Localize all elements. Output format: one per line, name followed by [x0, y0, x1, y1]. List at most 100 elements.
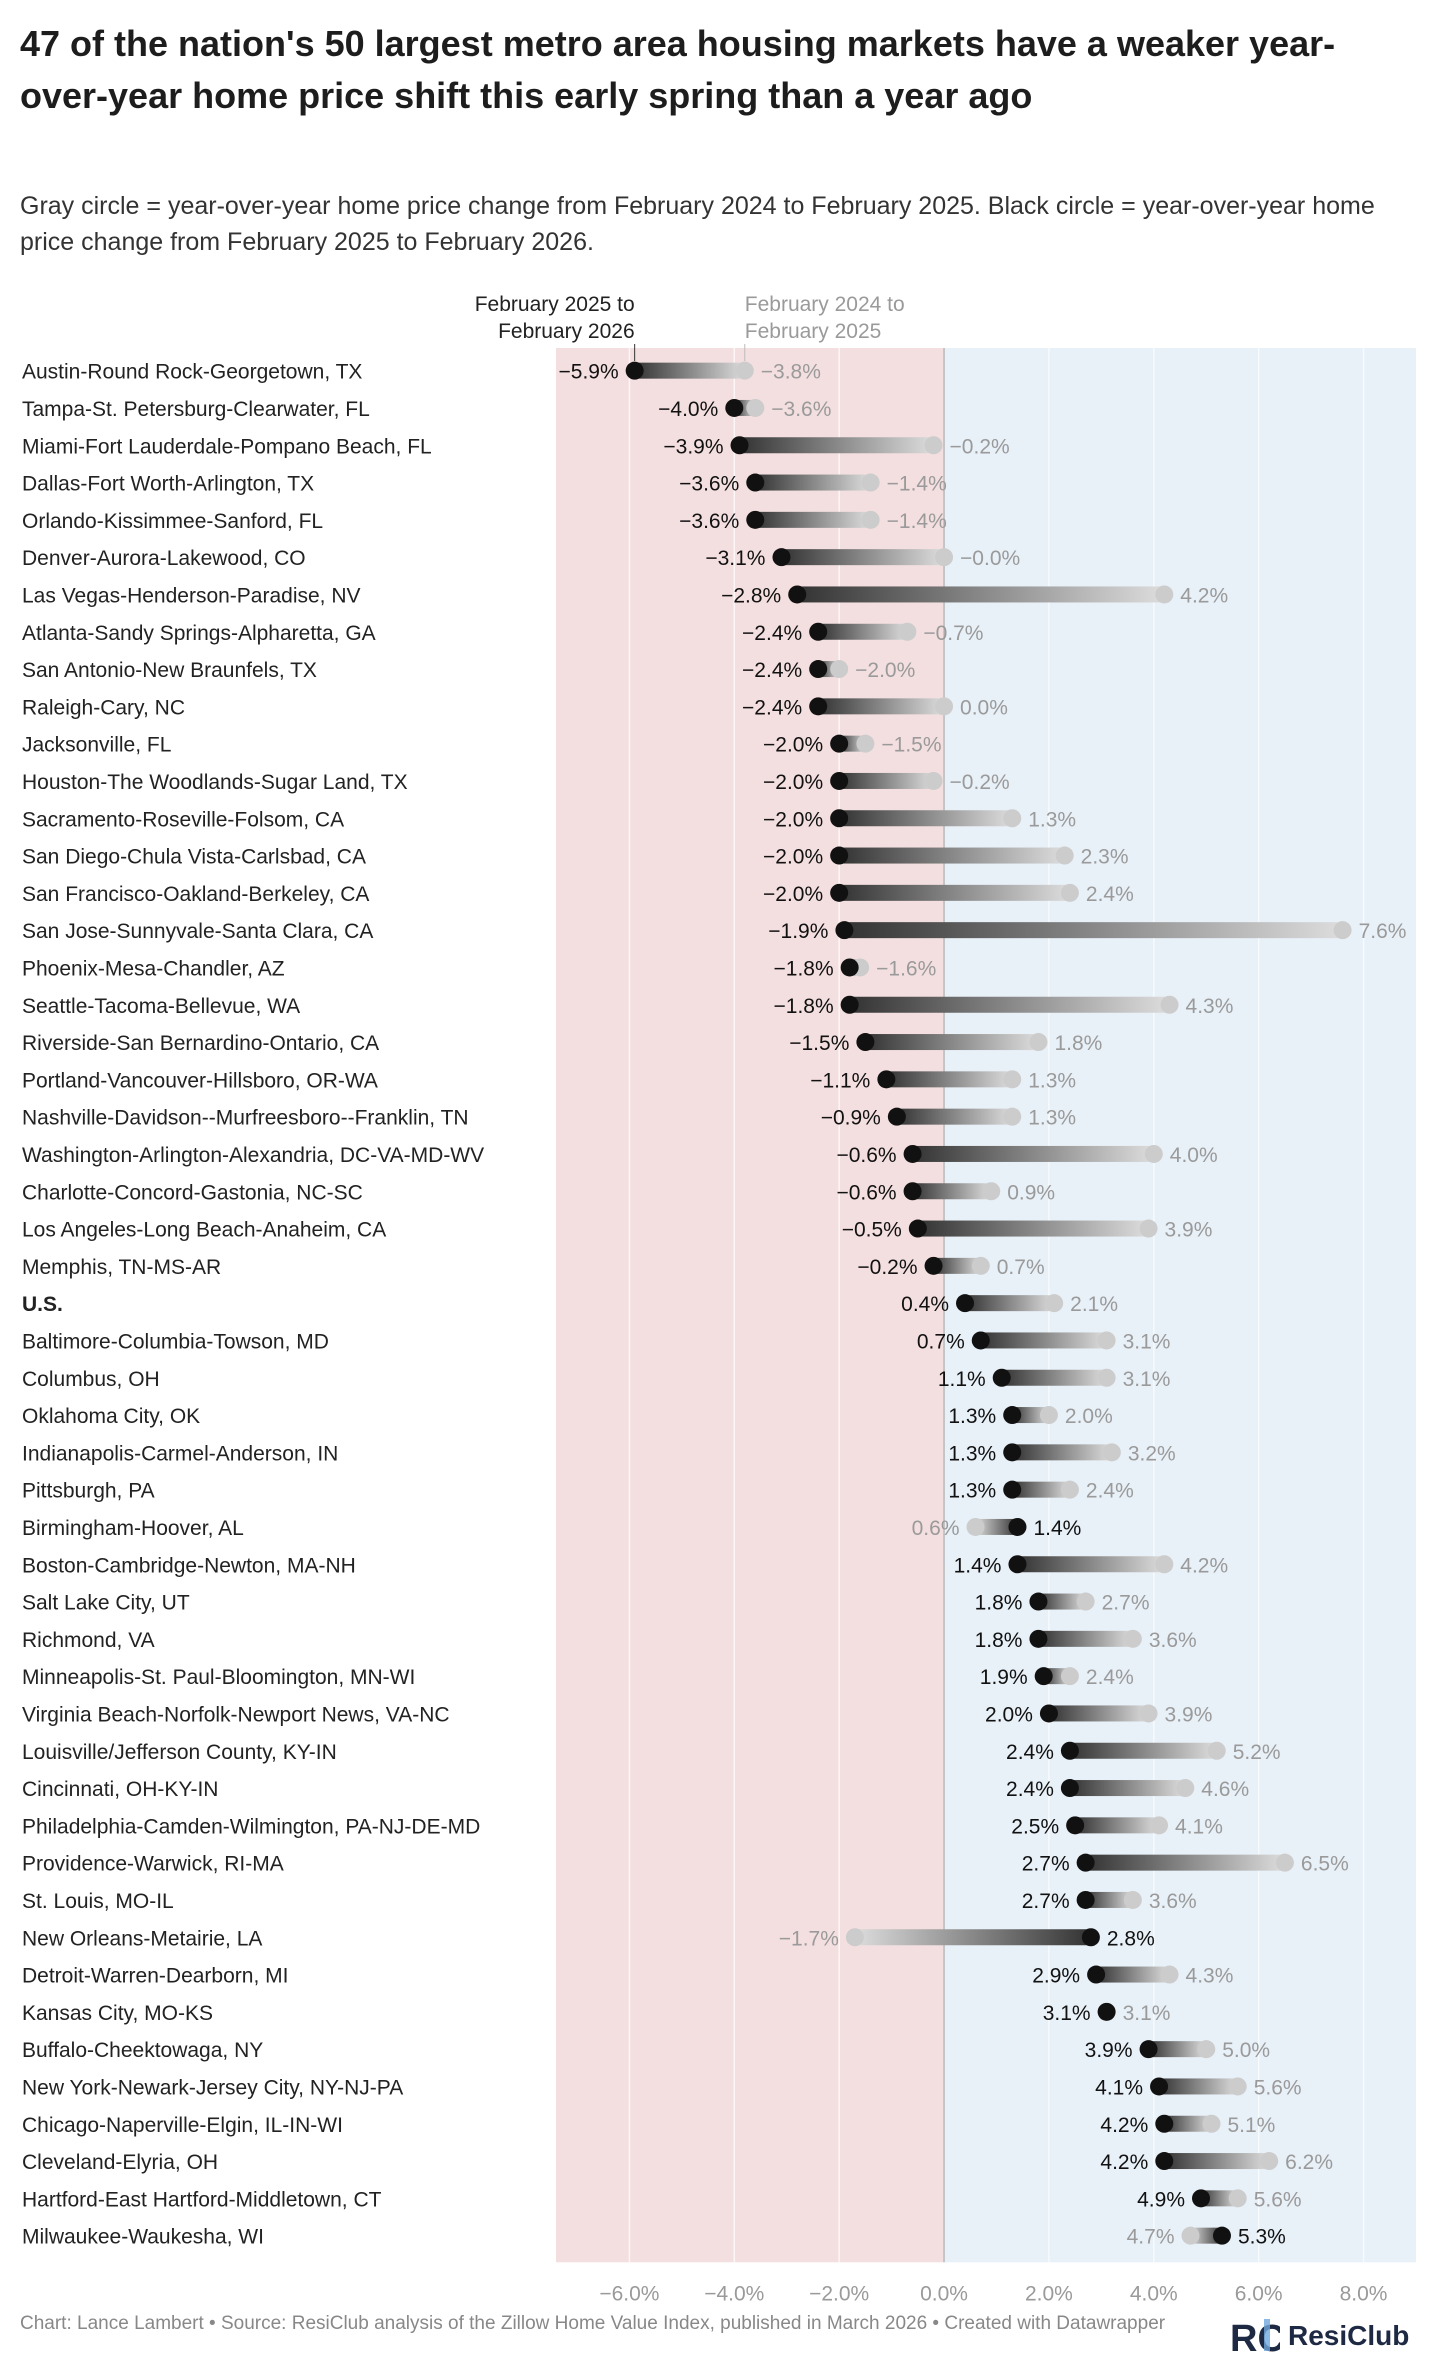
metro-row: Denver-Aurora-Lakewood, CO −3.1% −0.0%: [22, 547, 1020, 570]
metro-label: Chicago-Naperville-Elgin, IL-IN-WI: [22, 2114, 343, 2137]
current-value-label: 2.9%: [1032, 1965, 1080, 1988]
prior-dot: [1228, 2077, 1247, 2096]
metro-row: Pittsburgh, PA 1.3% 2.4%: [22, 1480, 1134, 1503]
change-bar: [818, 698, 945, 715]
metro-row: Cleveland-Elyria, OH 4.2% 6.2%: [22, 2151, 1333, 2174]
prior-value-label: −3.6%: [771, 398, 831, 421]
current-value-label: −2.0%: [763, 734, 823, 757]
current-value-label: 1.8%: [975, 1629, 1023, 1652]
current-dot: [1008, 1517, 1027, 1536]
change-bar: [1096, 1966, 1170, 1983]
current-dot: [1076, 1853, 1095, 1872]
current-value-label: 2.8%: [1107, 1927, 1155, 1950]
prior-dot: [1150, 1816, 1169, 1835]
metro-row: Milwaukee-Waukesha, WI 5.3% 4.7%: [22, 2226, 1286, 2249]
metro-label: Minneapolis-St. Paul-Bloomington, MN-WI: [22, 1666, 415, 1689]
metro-label: Boston-Cambridge-Newton, MA-NH: [22, 1554, 356, 1577]
prior-value-label: −0.7%: [923, 622, 983, 645]
prior-value-label: −1.7%: [779, 1927, 839, 1950]
metro-label: U.S.: [22, 1293, 63, 1316]
prior-value-label: 1.8%: [1054, 1032, 1102, 1055]
current-value-label: −2.0%: [763, 883, 823, 906]
prior-value-label: −1.4%: [887, 510, 947, 533]
resiclub-logo[interactable]: RC ResiClub: [1228, 2311, 1428, 2359]
current-dot: [1003, 1443, 1022, 1462]
metro-label: Cincinnati, OH-KY-IN: [22, 1778, 218, 1801]
prior-value-label: 3.1%: [1123, 1368, 1171, 1391]
metro-label: Dallas-Fort Worth-Arlington, TX: [22, 473, 314, 496]
change-bar: [1085, 1854, 1285, 1871]
metro-row: Charlotte-Concord-Gastonia, NC-SC −0.6% 0.…: [22, 1181, 1055, 1204]
current-value-label: −1.8%: [774, 995, 834, 1018]
change-bar: [917, 1220, 1149, 1237]
metro-row: Nashville-Davidson--Murfreesboro--Frankl…: [22, 1107, 1076, 1130]
current-value-label: −5.9%: [559, 361, 619, 384]
current-value-label: 1.9%: [980, 1666, 1028, 1689]
current-value-label: 3.9%: [1085, 2039, 1133, 2062]
source-note: Chart: Lance Lambert • Source: ResiClub …: [20, 2313, 1166, 2334]
prior-value-label: 2.4%: [1086, 1666, 1134, 1689]
prior-value-label: 5.2%: [1233, 1741, 1281, 1764]
change-bar: [849, 996, 1170, 1013]
prior-value-label: 5.6%: [1254, 2076, 1302, 2099]
prior-dot: [861, 510, 880, 529]
current-value-label: −1.5%: [789, 1032, 849, 1055]
prior-dot: [735, 361, 754, 380]
metro-row: Columbus, OH 1.1% 3.1%: [22, 1368, 1170, 1391]
metro-label: Salt Lake City, UT: [22, 1592, 190, 1615]
current-dot: [830, 809, 849, 828]
change-bar: [886, 1071, 1013, 1088]
x-tick-label: 6.0%: [1235, 2282, 1283, 2305]
metro-label: Portland-Vancouver-Hillsboro, OR-WA: [22, 1069, 378, 1092]
metro-row: Phoenix-Mesa-Chandler, AZ −1.8% −1.6%: [22, 957, 936, 980]
prior-dot: [1160, 995, 1179, 1014]
current-dot: [772, 548, 791, 567]
metro-row: Louisville/Jefferson County, KY-IN 2.4% 5.…: [22, 1741, 1281, 1764]
current-dot: [835, 921, 854, 940]
x-tick-label: −4.0%: [704, 2282, 764, 2305]
current-dot: [992, 1368, 1011, 1387]
prior-value-label: 2.1%: [1070, 1293, 1118, 1316]
metro-row: Indianapolis-Carmel-Anderson, IN 1.3% 3.2%: [22, 1442, 1176, 1465]
x-tick-label: 2.0%: [1025, 2282, 1073, 2305]
metro-label: Cleveland-Elyria, OH: [22, 2151, 218, 2174]
metro-label: Virginia Beach-Norfolk-Newport News, VA-…: [22, 1703, 450, 1726]
current-value-label: 1.1%: [938, 1368, 986, 1391]
prior-value-label: 4.2%: [1180, 584, 1228, 607]
current-value-label: 4.2%: [1100, 2151, 1148, 2174]
prior-dot: [1060, 883, 1079, 902]
prior-dot: [1160, 1965, 1179, 1984]
current-value-label: 2.4%: [1006, 1778, 1054, 1801]
prior-dot: [746, 398, 765, 417]
change-bar: [1038, 1593, 1086, 1610]
change-bar: [1069, 1780, 1186, 1797]
current-dot: [830, 883, 849, 902]
prior-value-label: 4.6%: [1201, 1778, 1249, 1801]
metro-label: Pittsburgh, PA: [22, 1480, 155, 1503]
legend: February 2025 to February 2026 February 20…: [475, 293, 905, 361]
current-dot: [903, 1144, 922, 1163]
current-dot: [1097, 2002, 1116, 2021]
current-value-label: 2.7%: [1022, 1853, 1070, 1876]
prior-value-label: 3.6%: [1149, 1629, 1197, 1652]
metro-row: Philadelphia-Camden-Wilmington, PA-NJ-DE…: [22, 1815, 1223, 1838]
metro-row: Las Vegas-Henderson-Paradise, NV −2.8% 4.2…: [22, 584, 1228, 607]
current-dot: [971, 1331, 990, 1350]
legend-current-label: February 2026: [498, 320, 635, 343]
current-dot: [1212, 2226, 1231, 2245]
metro-label: Hartford-East Hartford-Middletown, CT: [22, 2188, 382, 2211]
legend-prior-label: February 2024 to: [745, 293, 905, 316]
change-bar: [844, 922, 1343, 939]
current-dot: [1081, 1928, 1100, 1947]
change-bar: [1048, 1705, 1149, 1722]
metro-label: Richmond, VA: [22, 1629, 155, 1652]
change-bar: [1148, 2041, 1207, 2058]
change-bar: [1164, 2153, 1270, 2170]
current-dot: [625, 361, 644, 380]
prior-value-label: 7.6%: [1359, 920, 1407, 943]
metro-label: Tampa-St. Petersburg-Clearwater, FL: [22, 398, 370, 421]
current-dot: [730, 436, 749, 455]
prior-value-label: 5.1%: [1227, 2114, 1275, 2137]
change-bar: [912, 1183, 992, 1200]
svg-text:RC: RC: [1230, 2318, 1280, 2359]
